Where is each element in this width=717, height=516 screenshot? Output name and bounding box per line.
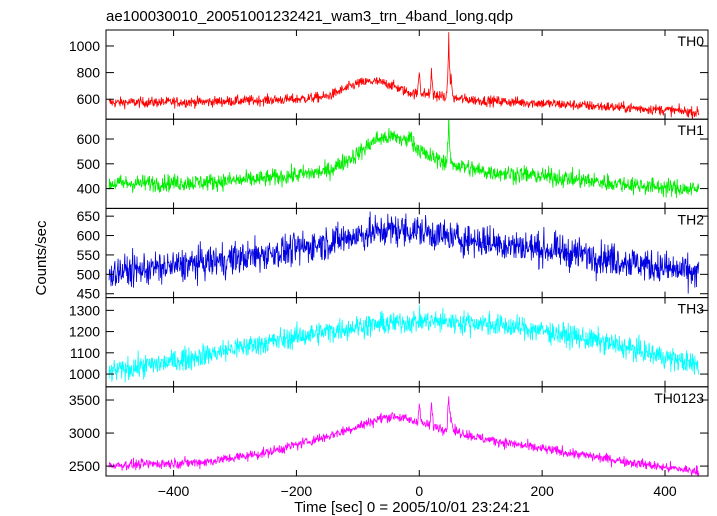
y-tick-label: 400 (77, 181, 101, 197)
panel-th2: 450 500 550 600 650 TH2 (77, 207, 709, 302)
y-tick-label: 3500 (69, 392, 100, 408)
panel-label: TH3 (678, 301, 705, 317)
x-axis: −400 −200 0 200 400 (158, 483, 677, 499)
series-th3 (108, 304, 700, 383)
panel-label: TH0123 (654, 390, 704, 406)
y-tick-label: 1000 (69, 366, 100, 382)
series-th0 (108, 32, 700, 119)
y-tick-label: 2500 (69, 458, 100, 474)
panel-th1: 400 500 600 TH1 (77, 118, 709, 209)
y-tick-label: 1300 (69, 302, 100, 318)
y-tick-label: 600 (77, 228, 101, 244)
chart-title: ae100030010_20051001232421_wam3_trn_4ban… (106, 8, 513, 25)
panels-group: 600 800 1000 TH0 400 500 600 TH1 450 500 550 600 650… (69, 29, 709, 477)
y-axis-label: Counts/sec (33, 220, 50, 296)
y-tick-label: 3000 (69, 425, 100, 441)
x-tick-label: −200 (281, 483, 313, 499)
y-tick-label: 500 (77, 266, 101, 282)
y-tick-label: 1100 (70, 345, 100, 361)
panel-label: TH2 (678, 211, 705, 227)
y-tick-label: 1200 (69, 324, 100, 340)
series-th1 (108, 119, 700, 199)
x-axis-label: Time [sec] 0 = 2005/10/01 23:24:21 (294, 499, 530, 516)
x-tick-label: 0 (415, 483, 423, 499)
y-tick-label: 800 (77, 65, 101, 81)
series-th0123 (108, 396, 700, 476)
y-tick-label: 550 (77, 247, 101, 263)
panel-frame (105, 118, 709, 209)
x-tick-label: −400 (158, 483, 190, 499)
y-tick-label: 1000 (69, 38, 100, 54)
panel-label: TH0 (678, 33, 705, 49)
panel-label: TH1 (678, 122, 705, 138)
panel-frame (105, 386, 709, 477)
y-tick-label: 500 (77, 156, 101, 172)
panel-th0: 600 800 1000 TH0 (69, 29, 709, 120)
y-tick-label: 600 (77, 91, 101, 107)
panel-th3: 1000 1100 1200 1300 TH3 (69, 297, 709, 388)
y-tick-label: 600 (77, 131, 101, 147)
x-tick-label: 200 (530, 483, 554, 499)
panel-th0123: 2500 3000 3500 TH0123 (69, 386, 709, 477)
y-tick-label: 450 (77, 286, 101, 302)
series-th2 (108, 211, 700, 294)
x-tick-label: 400 (653, 483, 677, 499)
y-tick-label: 650 (77, 208, 101, 224)
